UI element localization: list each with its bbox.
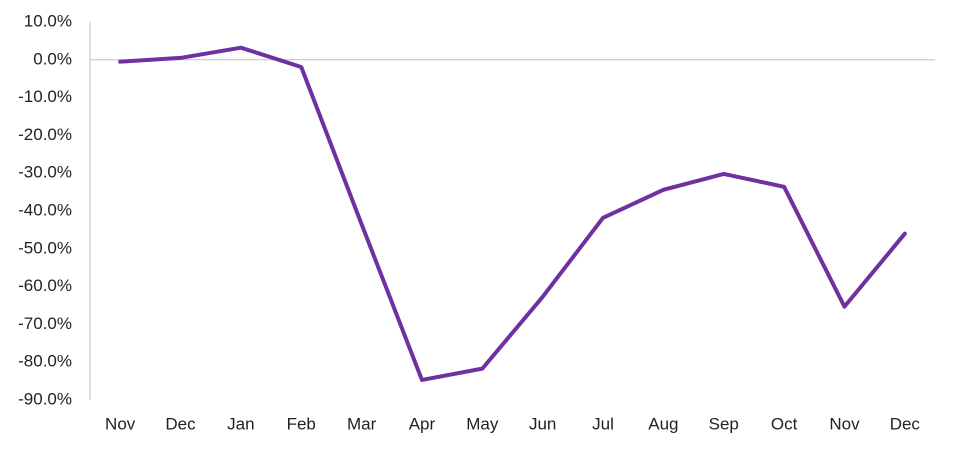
y-tick-label: 0.0% — [33, 49, 72, 68]
y-tick-label: 10.0% — [24, 11, 72, 30]
x-tick-label: Aug — [648, 414, 678, 433]
x-tick-label: Jun — [529, 414, 556, 433]
data-line — [118, 45, 907, 382]
x-tick-label: Jan — [227, 414, 254, 433]
x-tick-label: Nov — [829, 414, 860, 433]
x-tick-label: Feb — [287, 414, 316, 433]
y-tick-label: -10.0% — [18, 87, 72, 106]
y-tick-label: -60.0% — [18, 276, 72, 295]
x-tick-label: Dec — [165, 414, 196, 433]
x-tick-label: Oct — [771, 414, 798, 433]
x-tick-label: May — [466, 414, 499, 433]
x-tick-label: Sep — [709, 414, 739, 433]
x-tick-label: Jul — [592, 414, 614, 433]
x-tick-label: Dec — [890, 414, 921, 433]
y-tick-label: -30.0% — [18, 163, 72, 182]
y-tick-label: -70.0% — [18, 314, 72, 333]
x-tick-label: Mar — [347, 414, 377, 433]
y-tick-label: -20.0% — [18, 125, 72, 144]
y-tick-label: -50.0% — [18, 238, 72, 257]
y-tick-label: -90.0% — [18, 389, 72, 408]
y-tick-label: -80.0% — [18, 352, 72, 371]
x-tick-label: Nov — [105, 414, 136, 433]
y-tick-label: -40.0% — [18, 200, 72, 219]
x-tick-label: Apr — [409, 414, 436, 433]
